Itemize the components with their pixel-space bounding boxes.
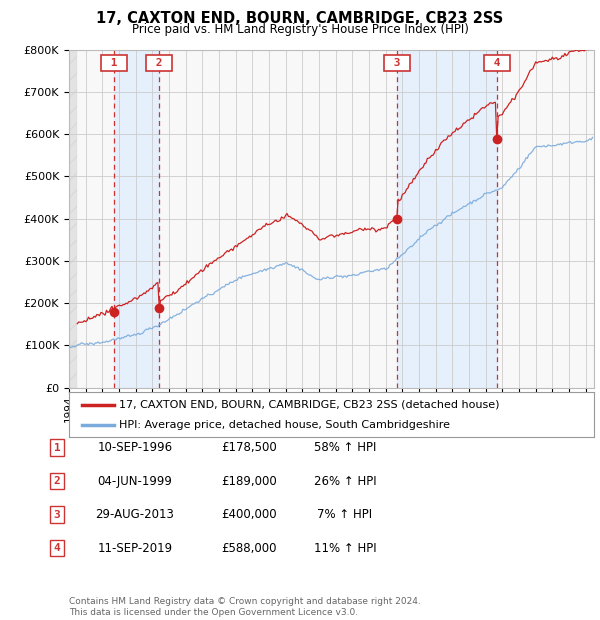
Text: 17, CAXTON END, BOURN, CAMBRIDGE, CB23 2SS (detached house): 17, CAXTON END, BOURN, CAMBRIDGE, CB23 2…	[119, 399, 499, 410]
Text: 2: 2	[53, 476, 61, 486]
Text: 11% ↑ HPI: 11% ↑ HPI	[314, 542, 376, 554]
Text: Contains HM Land Registry data © Crown copyright and database right 2024.: Contains HM Land Registry data © Crown c…	[69, 597, 421, 606]
Text: 26% ↑ HPI: 26% ↑ HPI	[314, 475, 376, 487]
Text: 1: 1	[53, 443, 61, 453]
Text: 10-SEP-1996: 10-SEP-1996	[97, 441, 173, 454]
Text: 7% ↑ HPI: 7% ↑ HPI	[317, 508, 373, 521]
Text: £400,000: £400,000	[221, 508, 277, 521]
Text: £189,000: £189,000	[221, 475, 277, 487]
Text: 4: 4	[53, 543, 61, 553]
Bar	[397, 50, 497, 388]
Text: This data is licensed under the Open Government Licence v3.0.: This data is licensed under the Open Gov…	[69, 608, 358, 617]
Text: Price paid vs. HM Land Registry's House Price Index (HPI): Price paid vs. HM Land Registry's House …	[131, 23, 469, 36]
Text: 04-JUN-1999: 04-JUN-1999	[98, 475, 172, 487]
Text: HPI: Average price, detached house, South Cambridgeshire: HPI: Average price, detached house, Sout…	[119, 420, 450, 430]
Text: 11-SEP-2019: 11-SEP-2019	[97, 542, 173, 554]
Text: 3: 3	[386, 58, 407, 68]
Bar	[69, 50, 77, 388]
Text: £178,500: £178,500	[221, 441, 277, 454]
Text: £588,000: £588,000	[221, 542, 277, 554]
Text: 17, CAXTON END, BOURN, CAMBRIDGE, CB23 2SS: 17, CAXTON END, BOURN, CAMBRIDGE, CB23 2…	[97, 11, 503, 25]
Bar	[114, 50, 160, 388]
Text: 2: 2	[149, 58, 169, 68]
Text: 4: 4	[487, 58, 507, 68]
Text: 29-AUG-2013: 29-AUG-2013	[95, 508, 175, 521]
Text: 3: 3	[53, 510, 61, 520]
Text: 58% ↑ HPI: 58% ↑ HPI	[314, 441, 376, 454]
Text: 1: 1	[104, 58, 124, 68]
